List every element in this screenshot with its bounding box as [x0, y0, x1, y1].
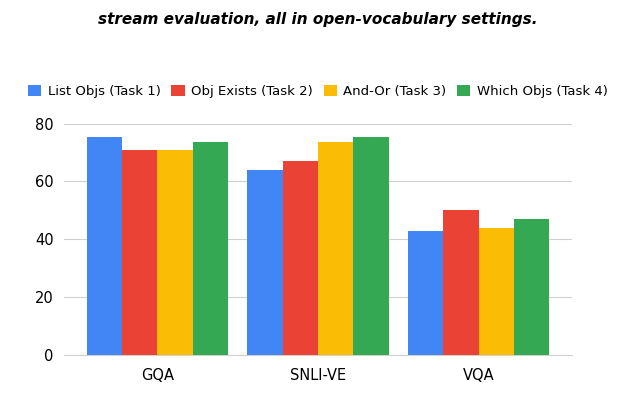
Bar: [247, 170, 282, 355]
Bar: [479, 228, 514, 355]
Text: stream evaluation, all in open-vocabulary settings.: stream evaluation, all in open-vocabular…: [98, 12, 538, 27]
Bar: [282, 161, 318, 355]
Bar: [122, 150, 157, 355]
Bar: [86, 137, 122, 355]
Bar: [193, 142, 228, 355]
Bar: [157, 150, 193, 355]
Bar: [443, 210, 479, 355]
Bar: [408, 230, 443, 355]
Bar: [318, 142, 354, 355]
Bar: [514, 219, 550, 355]
Bar: [354, 137, 389, 355]
Legend: List Objs (Task 1), Obj Exists (Task 2), And-Or (Task 3), Which Objs (Task 4): List Objs (Task 1), Obj Exists (Task 2),…: [23, 79, 613, 103]
